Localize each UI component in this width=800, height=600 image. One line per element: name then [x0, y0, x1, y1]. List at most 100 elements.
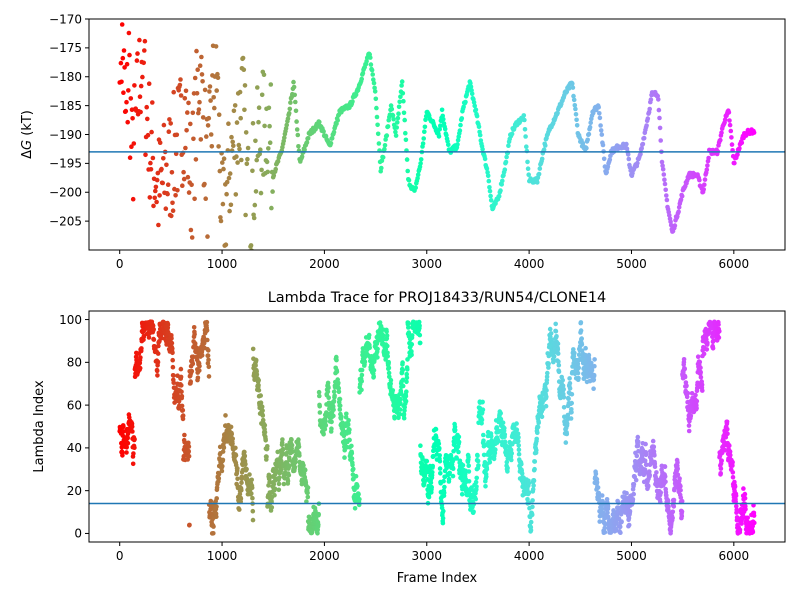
lambda-point [440, 520, 446, 526]
lambda-point [651, 444, 657, 450]
delta-g-point [146, 81, 152, 86]
lambda-point [197, 368, 202, 373]
lambda-point [424, 458, 430, 464]
delta-g-point [215, 71, 220, 77]
delta-g-point [296, 144, 301, 149]
delta-g-point [189, 235, 195, 240]
delta-g-point [468, 80, 473, 86]
delta-g-point [486, 178, 492, 184]
delta-g-point [213, 44, 219, 49]
delta-g-point [661, 172, 667, 177]
lambda-point [403, 393, 409, 399]
delta-g-point [138, 83, 144, 89]
lambda-point [233, 453, 239, 458]
lambda-point [206, 374, 212, 379]
delta-g-point [570, 81, 575, 86]
lambda-point [643, 441, 648, 447]
delta-g-point [237, 89, 243, 95]
lambda-point [695, 354, 701, 360]
lambda-point [289, 437, 294, 443]
lambda-point [178, 374, 184, 380]
delta-g-point [227, 208, 232, 214]
delta-g-point [676, 209, 681, 214]
delta-g-point [169, 170, 175, 175]
delta-g-point [535, 180, 540, 185]
lambda-point [568, 416, 574, 421]
delta-g-point [418, 161, 423, 166]
lambda-point [305, 485, 311, 490]
delta-g-point [209, 144, 215, 149]
lambda-point [544, 394, 549, 400]
lambda-point [120, 453, 125, 458]
lambda-point [317, 410, 323, 415]
delta-g-point [329, 136, 335, 141]
delta-g-point [379, 165, 384, 171]
delta-g-point [446, 142, 451, 147]
delta-g-point [371, 80, 377, 86]
delta-g-point [252, 202, 258, 208]
delta-g-point [421, 136, 427, 141]
delta-g-point [458, 122, 463, 128]
lambda-point [567, 381, 573, 386]
lambda-point [475, 458, 481, 464]
lambda-point [509, 451, 514, 456]
lambda-point [182, 439, 187, 445]
lambda-point [211, 524, 216, 529]
lambda-point [437, 466, 443, 471]
lambda-point [717, 329, 722, 334]
lambda-point [197, 363, 202, 369]
lambda-point [359, 372, 365, 378]
delta-g-point [299, 154, 305, 159]
lambda-point [138, 355, 143, 360]
delta-g-y-tick-label: −180 [49, 70, 82, 84]
delta-g-point [469, 91, 475, 97]
delta-g-point [382, 143, 388, 148]
lambda-point [355, 483, 360, 489]
lambda-point [262, 429, 268, 435]
delta-g-point [150, 100, 155, 105]
delta-g-point [231, 143, 236, 149]
delta-g-point [442, 126, 448, 132]
delta-g-point [474, 113, 480, 119]
delta-g-y-axis-label: ΔG (kT) [20, 110, 35, 159]
lambda-y-tick-label: 100 [59, 313, 82, 327]
delta-g-point [455, 137, 461, 143]
lambda-point [498, 411, 504, 416]
delta-g-point [729, 135, 734, 140]
delta-g-point [375, 131, 381, 137]
lambda-point [190, 354, 196, 360]
lambda-point [532, 459, 538, 464]
lambda-point [516, 443, 521, 448]
delta-g-point [676, 204, 682, 210]
delta-g-point [203, 196, 208, 201]
delta-g-point [705, 163, 710, 168]
lambda-point [409, 352, 414, 358]
delta-g-point [406, 178, 412, 183]
lambda-point [336, 385, 342, 391]
lambda-point [332, 393, 337, 399]
lambda-point [266, 472, 272, 478]
delta-g-point [374, 114, 380, 120]
delta-g-point [170, 208, 176, 213]
lambda-point [132, 445, 137, 451]
lambda-point [679, 513, 685, 519]
lambda-point [151, 327, 156, 332]
lambda-point [551, 359, 556, 365]
delta-g-point [413, 185, 419, 191]
lambda-point [179, 389, 184, 395]
delta-g-point [480, 146, 485, 152]
lambda-x-tick-label: 4000 [514, 549, 545, 563]
delta-g-point [415, 176, 420, 181]
delta-g-point [256, 105, 262, 110]
delta-g-point [161, 122, 167, 128]
lambda-point [716, 322, 721, 327]
lambda-point [605, 510, 610, 515]
lambda-point [386, 359, 392, 365]
delta-g-point [471, 100, 477, 105]
lambda-point [483, 484, 488, 489]
lambda-point [416, 319, 422, 325]
lambda-point [505, 465, 510, 471]
lambda-point [695, 380, 700, 386]
lambda-point [305, 490, 310, 496]
delta-g-point [185, 174, 191, 180]
